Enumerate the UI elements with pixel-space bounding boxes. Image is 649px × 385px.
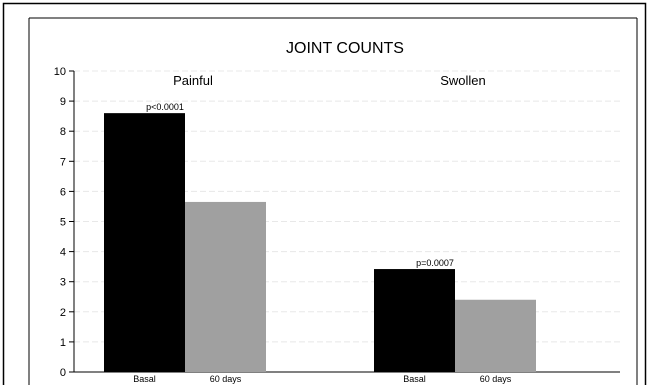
group-label: Swollen bbox=[440, 73, 486, 88]
bar bbox=[185, 201, 266, 372]
y-tick-label: 7 bbox=[60, 156, 66, 168]
y-tick-label: 4 bbox=[60, 247, 66, 259]
bars bbox=[104, 113, 536, 372]
y-tick-label: 8 bbox=[60, 126, 66, 138]
y-tick-label: 0 bbox=[60, 367, 66, 379]
bar-category-label: 60 days bbox=[480, 374, 512, 384]
chart-title: JOINT COUNTS bbox=[286, 40, 404, 57]
bar-category-label: 60 days bbox=[210, 374, 242, 384]
p-value-annotation: p=0.0007 bbox=[416, 258, 454, 268]
group-label: Painful bbox=[173, 73, 213, 88]
bar bbox=[455, 299, 536, 372]
y-tick-label: 3 bbox=[60, 277, 66, 289]
labels: Basal 60 days p<0.0001 Painful Basal 60 days p… bbox=[133, 73, 512, 384]
y-tick-label: 2 bbox=[60, 307, 66, 319]
y-tick-label: 10 bbox=[54, 66, 66, 78]
y-tick-label: 1 bbox=[60, 337, 66, 349]
y-tick-label: 6 bbox=[60, 186, 66, 198]
y-tick-label: 5 bbox=[60, 217, 66, 229]
bar bbox=[374, 269, 455, 372]
y-tick-label: 9 bbox=[60, 96, 66, 108]
bar-category-label: Basal bbox=[133, 374, 156, 384]
p-value-annotation: p<0.0001 bbox=[146, 102, 184, 112]
bar bbox=[104, 113, 185, 372]
bar-category-label: Basal bbox=[403, 374, 426, 384]
